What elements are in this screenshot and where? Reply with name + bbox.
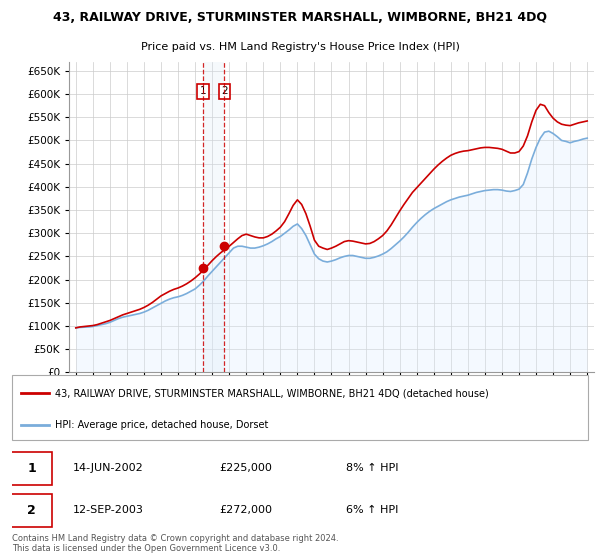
Text: 1: 1: [27, 462, 36, 475]
FancyBboxPatch shape: [11, 452, 52, 485]
Text: 2: 2: [27, 503, 36, 517]
Text: 43, RAILWAY DRIVE, STURMINSTER MARSHALL, WIMBORNE, BH21 4DQ (detached house): 43, RAILWAY DRIVE, STURMINSTER MARSHALL,…: [55, 388, 489, 398]
Text: £225,000: £225,000: [220, 464, 272, 473]
Text: Contains HM Land Registry data © Crown copyright and database right 2024.
This d: Contains HM Land Registry data © Crown c…: [12, 534, 338, 553]
Text: Price paid vs. HM Land Registry's House Price Index (HPI): Price paid vs. HM Land Registry's House …: [140, 42, 460, 52]
Text: £272,000: £272,000: [220, 505, 272, 515]
Text: HPI: Average price, detached house, Dorset: HPI: Average price, detached house, Dors…: [55, 421, 269, 431]
Text: 12-SEP-2003: 12-SEP-2003: [73, 505, 143, 515]
FancyBboxPatch shape: [11, 493, 52, 526]
Text: 14-JUN-2002: 14-JUN-2002: [73, 464, 143, 473]
Text: 2: 2: [221, 86, 228, 96]
Bar: [203, 62, 224, 372]
Text: 43, RAILWAY DRIVE, STURMINSTER MARSHALL, WIMBORNE, BH21 4DQ: 43, RAILWAY DRIVE, STURMINSTER MARSHALL,…: [53, 11, 547, 24]
Text: 6% ↑ HPI: 6% ↑ HPI: [346, 505, 398, 515]
Text: 8% ↑ HPI: 8% ↑ HPI: [346, 464, 398, 473]
FancyBboxPatch shape: [12, 375, 588, 440]
Text: 1: 1: [199, 86, 206, 96]
